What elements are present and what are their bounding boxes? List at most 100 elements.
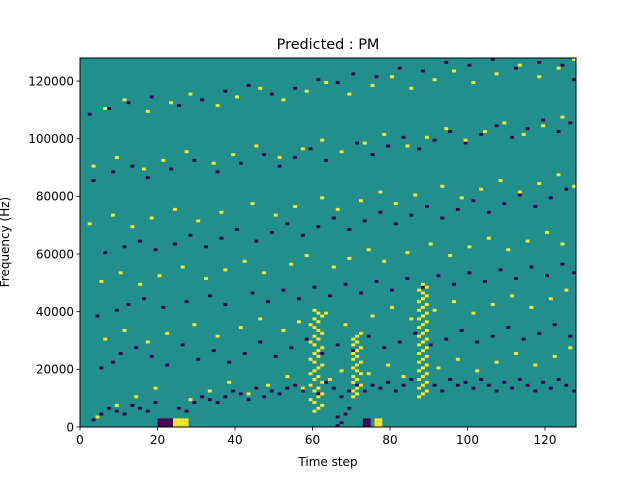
heatmap-cell-high: [161, 158, 166, 162]
heatmap-cell-low: [223, 89, 228, 93]
heatmap-cell-low: [277, 392, 282, 396]
heatmap-cell-high: [514, 352, 518, 355]
heatmap-cell-low: [486, 210, 491, 214]
heatmap-cell-high: [324, 311, 329, 315]
heatmap-cell-high: [142, 167, 146, 171]
heatmap-cell-high: [173, 207, 177, 211]
heatmap-cell-high: [355, 354, 360, 358]
heatmap-cell-high: [560, 115, 565, 119]
heatmap-cell-high: [312, 308, 317, 312]
heatmap-cell-low: [200, 98, 205, 102]
heatmap-cell-low: [339, 395, 344, 399]
heatmap-cell-high: [304, 89, 309, 93]
heatmap-cell-high: [362, 141, 367, 145]
heatmap-cell-high: [99, 279, 104, 283]
heatmap-cell-low: [479, 377, 484, 381]
heatmap-cell-high: [548, 297, 553, 301]
plot-frame: [79, 57, 577, 428]
heatmap-cell-high: [378, 421, 383, 425]
heatmap-cell-high: [424, 328, 429, 332]
heatmap-cell-high: [246, 392, 251, 396]
heatmap-cell-low: [111, 360, 115, 364]
y-tick-label: 40000: [36, 305, 74, 319]
x-tick-label: 100: [456, 433, 479, 447]
heatmap-cell-high: [316, 349, 321, 353]
heatmap-cell-low: [471, 199, 476, 203]
heatmap-cell-high: [421, 323, 425, 327]
heatmap-cell-high: [568, 346, 573, 350]
heatmap-cell-high: [424, 337, 429, 341]
heatmap-cell-high: [277, 156, 282, 159]
heatmap-cell-high: [564, 288, 569, 292]
heatmap-cell-high: [436, 366, 441, 370]
heatmap-cell-high: [541, 124, 546, 128]
heatmap-cell-low: [99, 412, 104, 416]
heatmap-cell-low: [366, 421, 371, 425]
heatmap-cell-high: [103, 107, 108, 110]
heatmap-cell-low: [366, 424, 371, 428]
heatmap-cell-high: [370, 83, 375, 87]
heatmap-cell-low: [494, 124, 499, 128]
heatmap-cell-high: [537, 75, 542, 79]
heatmap-cell-high: [169, 101, 174, 105]
heatmap-cell-high: [440, 184, 445, 188]
heatmap-cell-high: [351, 389, 356, 393]
heatmap-cell-high: [184, 150, 189, 154]
x-tick-label: 80: [382, 433, 397, 447]
heatmap-cell-high: [320, 196, 325, 200]
heatmap-cell-high: [118, 271, 123, 275]
heatmap-cell-high: [417, 288, 422, 292]
heatmap-cell-high: [424, 354, 429, 358]
heatmap-cell-high: [347, 92, 352, 96]
heatmap-cell-high: [328, 377, 332, 381]
heatmap-cell-high: [382, 259, 387, 263]
heatmap-cell-high: [207, 389, 212, 393]
heatmap-cell-high: [421, 297, 425, 301]
heatmap-cell-low: [207, 294, 212, 298]
heatmap-cell-high: [238, 326, 243, 330]
heatmap-cell-high: [572, 184, 577, 188]
heatmap-cell-low: [180, 343, 185, 347]
heatmap-cell-high: [180, 421, 185, 425]
heatmap-cell-high: [417, 386, 422, 390]
heatmap-cell-low: [483, 279, 487, 283]
heatmap-cell-high: [297, 320, 301, 324]
heatmap-cell-low: [335, 343, 340, 347]
heatmap-cell-high: [432, 78, 437, 82]
heatmap-cell-low: [347, 228, 352, 232]
heatmap-cell-low: [238, 161, 243, 165]
heatmap-cell-high: [471, 81, 476, 84]
heatmap-cell-low: [444, 60, 449, 64]
heatmap-cell-high: [471, 311, 476, 315]
heatmap-cell-low: [378, 210, 383, 214]
heatmap-cell-low: [262, 395, 267, 399]
heatmap-cell-low: [475, 340, 480, 344]
heatmap-cell-low: [548, 386, 553, 390]
heatmap-cell-low: [157, 421, 162, 425]
heatmap-cell-high: [424, 135, 429, 139]
heatmap-cell-high: [87, 222, 92, 226]
heatmap-cell-low: [293, 383, 298, 387]
heatmap-cell-high: [479, 187, 484, 191]
heatmap-cell-low: [184, 300, 189, 304]
x-tick-label: 20: [150, 433, 165, 447]
heatmap-cell-high: [374, 418, 379, 422]
heatmap-cell-low: [409, 377, 414, 381]
y-axis: 0 20000 40000 60000 80000 100000 120000: [28, 74, 80, 434]
heatmap-cell-high: [122, 98, 127, 102]
heatmap-cell-high: [173, 424, 177, 428]
heatmap-cell-low: [293, 156, 298, 159]
y-tick-label: 80000: [36, 190, 74, 204]
heatmap-cell-low: [103, 251, 108, 255]
y-tick-label: 120000: [28, 74, 74, 88]
heatmap-cell-low: [95, 314, 100, 318]
heatmap-cell-high: [459, 196, 464, 200]
heatmap-cell-high: [335, 207, 340, 211]
heatmap-cell-high: [355, 334, 360, 338]
heatmap-cell-low: [572, 389, 577, 393]
heatmap-cell-low: [386, 144, 391, 148]
heatmap-cell-high: [359, 360, 363, 364]
heatmap-cell-low: [269, 389, 274, 393]
heatmap-cell-high: [448, 254, 453, 257]
heatmap-cell-high: [355, 392, 360, 396]
